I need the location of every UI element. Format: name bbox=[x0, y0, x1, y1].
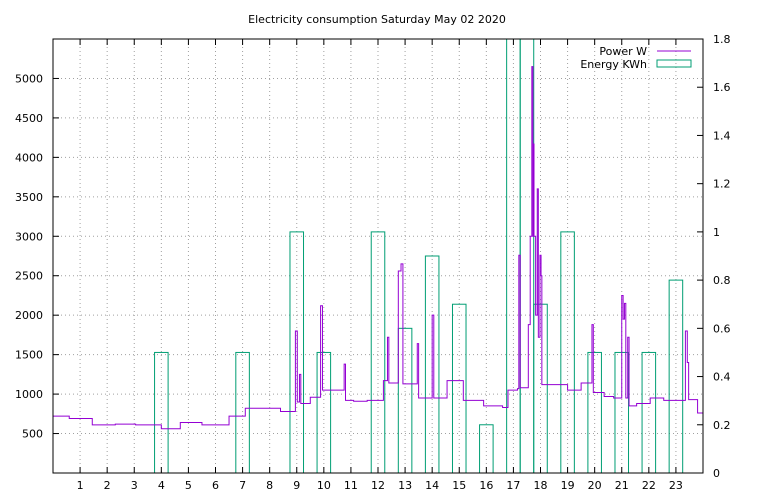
y-tick-label: 1500 bbox=[15, 349, 43, 362]
x-tick-label: 12 bbox=[371, 479, 385, 492]
power-series bbox=[53, 66, 704, 430]
y-tick-label: 3500 bbox=[15, 191, 43, 204]
x-tick-label: 18 bbox=[534, 479, 548, 492]
x-tick-label: 8 bbox=[266, 479, 273, 492]
y2-tick-label: 1.4 bbox=[713, 129, 731, 142]
y2-tick-label: 1.8 bbox=[713, 33, 731, 46]
energy-box bbox=[316, 351, 332, 474]
x-tick-label: 1 bbox=[77, 479, 84, 492]
y2-tick-label: 0.6 bbox=[713, 322, 731, 335]
energy-box bbox=[154, 351, 169, 474]
y2-tick-label: 0.8 bbox=[713, 274, 731, 287]
chart-title: Electricity consumption Saturday May 02 … bbox=[248, 13, 506, 26]
x-tick-label: 5 bbox=[185, 479, 192, 492]
x-tick-label: 11 bbox=[344, 479, 358, 492]
x-tick-label: 15 bbox=[452, 479, 466, 492]
x-tick-label: 17 bbox=[506, 479, 520, 492]
x-tick-label: 23 bbox=[669, 479, 683, 492]
y-tick-label: 5000 bbox=[15, 72, 43, 85]
grid bbox=[53, 39, 703, 473]
energy-box bbox=[560, 231, 575, 474]
energy-box bbox=[289, 231, 305, 474]
x-tick-label: 10 bbox=[317, 479, 331, 492]
energy-box bbox=[668, 279, 684, 474]
y-tick-label: 4500 bbox=[15, 112, 43, 125]
y-tick-label: 3000 bbox=[15, 230, 43, 243]
y2-tick-label: 0.4 bbox=[713, 371, 731, 384]
y2-tick-label: 0 bbox=[713, 467, 720, 480]
x-tick-label: 22 bbox=[642, 479, 656, 492]
y-tick-label: 1000 bbox=[15, 388, 43, 401]
y-tick-label: 2500 bbox=[15, 270, 43, 283]
legend-power-label: Power W bbox=[599, 45, 647, 58]
legend-energy-swatch bbox=[656, 59, 692, 68]
legend: Power W Energy KWh bbox=[580, 45, 692, 71]
energy-box bbox=[587, 351, 602, 474]
x-tick-label: 2 bbox=[104, 479, 111, 492]
y-tick-label: 4000 bbox=[15, 151, 43, 164]
axes: 1 2 3 4 5 6 7 8 9 10 11 12 13 14 15 16 17 18 19 20 21 22 23500… bbox=[15, 33, 731, 492]
energy-series bbox=[154, 38, 684, 474]
y2-tick-label: 1.6 bbox=[713, 81, 731, 94]
y2-tick-label: 1 bbox=[713, 226, 720, 239]
legend-energy-label: Energy KWh bbox=[580, 58, 647, 71]
x-tick-label: 21 bbox=[615, 479, 629, 492]
energy-box bbox=[235, 351, 250, 474]
energy-box bbox=[479, 424, 494, 474]
x-tick-label: 16 bbox=[479, 479, 493, 492]
x-tick-label: 7 bbox=[239, 479, 246, 492]
x-tick-label: 9 bbox=[293, 479, 300, 492]
x-tick-label: 6 bbox=[212, 479, 219, 492]
x-tick-label: 4 bbox=[158, 479, 165, 492]
x-tick-label: 19 bbox=[561, 479, 575, 492]
energy-box bbox=[370, 231, 386, 474]
power-line bbox=[53, 66, 704, 430]
x-tick-label: 13 bbox=[398, 479, 412, 492]
y2-tick-label: 1.2 bbox=[713, 178, 731, 191]
energy-box bbox=[641, 351, 657, 474]
x-tick-label: 20 bbox=[588, 479, 602, 492]
y-tick-label: 2000 bbox=[15, 309, 43, 322]
x-tick-label: 3 bbox=[131, 479, 138, 492]
x-tick-label: 14 bbox=[425, 479, 439, 492]
y2-tick-label: 0.2 bbox=[713, 419, 731, 432]
y-tick-label: 500 bbox=[22, 428, 43, 441]
